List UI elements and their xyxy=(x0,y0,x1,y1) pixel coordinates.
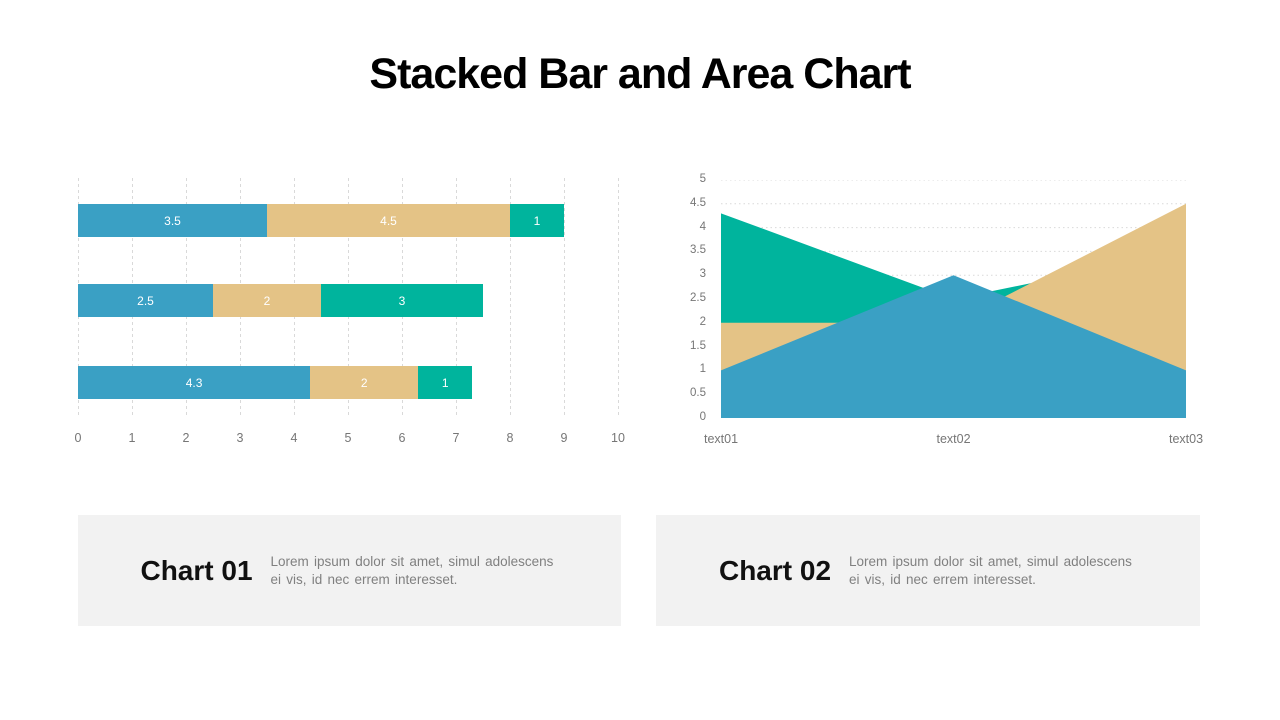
bar-chart-x-tick-label: 6 xyxy=(398,431,406,445)
bar-row: 4.3 2 1 xyxy=(78,366,473,399)
bar-chart-x-tick-label: 2 xyxy=(182,431,190,445)
bar-value-label: 4.3 xyxy=(185,375,203,390)
bar-chart-x-tick-label: 4 xyxy=(290,431,298,445)
bar-chart-x-tick-label: 1 xyxy=(128,431,136,445)
area-chart-y-tick-label: 0.5 xyxy=(690,387,706,400)
bar-segment-tan: 2 xyxy=(213,284,321,317)
area-chart-y-tick-label: 0 xyxy=(699,411,706,423)
bar-chart-x-tick-label: 8 xyxy=(506,431,514,445)
bar-value-label: 2 xyxy=(360,375,368,390)
caption-heading: Chart 01 xyxy=(140,554,253,586)
slide-title: Stacked Bar and Area Chart xyxy=(369,50,911,98)
bar-value-label: 1 xyxy=(533,213,541,228)
area-chart-y-tick-label: 3 xyxy=(699,268,706,281)
bar-segment-green: 1 xyxy=(418,366,473,399)
bar-chart-x-tick-label: 3 xyxy=(236,431,244,445)
bar-row: 2.5 2 3 xyxy=(78,284,483,317)
caption-heading: Chart 02 xyxy=(718,554,832,586)
area-chart-y-tick-label: 1.5 xyxy=(690,339,706,352)
bar-segment-green: 3 xyxy=(321,284,483,317)
area-chart-y-tick-label: 4.5 xyxy=(690,196,706,209)
stacked-bar-chart: 0 1 2 3 4 5 6 7 8 9 10 3.5 4.5 1 2.5 2 3 4.3 2 1 xyxy=(75,178,625,448)
bar-chart-x-tick-label: 10 xyxy=(611,431,625,445)
area-chart-x-category-label: text03 xyxy=(1168,432,1204,446)
bar-segment-blue: 4.3 xyxy=(78,366,311,399)
area-chart-x-category-label: text01 xyxy=(703,432,739,446)
bar-value-label: 3 xyxy=(398,293,406,308)
area-chart-y-tick-label: 2.5 xyxy=(690,292,706,304)
bar-segment-blue: 2.5 xyxy=(78,284,213,317)
caption-box-chart-02: Chart 02 Lorem ipsum dolor sit amet, sim… xyxy=(656,515,1200,626)
bar-value-label: 2 xyxy=(263,293,271,308)
bar-chart-x-tick-label: 7 xyxy=(452,431,460,445)
caption-body: Lorem ipsum dolor sit amet, simul adoles… xyxy=(270,553,554,587)
bar-segment-blue: 3.5 xyxy=(78,204,267,237)
bar-chart-gridline xyxy=(564,178,565,415)
area-chart xyxy=(721,180,1186,418)
bar-segment-tan: 2 xyxy=(310,366,419,399)
area-chart-x-category-label: text02 xyxy=(936,432,971,446)
bar-chart-gridline xyxy=(618,178,619,415)
caption-body: Lorem ipsum dolor sit amet, simul adoles… xyxy=(849,553,1132,587)
area-series-blue xyxy=(721,275,1186,418)
area-chart-y-tick-label: 5 xyxy=(699,173,706,185)
bar-value-label: 2.5 xyxy=(137,293,154,308)
bar-value-label: 3.5 xyxy=(164,213,181,228)
bar-chart-x-tick-label: 9 xyxy=(560,431,568,445)
bar-value-label: 4.5 xyxy=(380,213,397,228)
area-chart-y-tick-label: 1 xyxy=(699,363,706,376)
bar-chart-x-tick-label: 5 xyxy=(344,431,352,445)
bar-chart-gridline xyxy=(510,178,511,415)
bar-segment-tan: 4.5 xyxy=(267,204,510,237)
bar-value-label: 1 xyxy=(441,375,449,390)
bar-chart-x-tick-label: 0 xyxy=(74,431,82,445)
bar-row: 3.5 4.5 1 xyxy=(78,204,564,237)
caption-box-chart-01: Chart 01 Lorem ipsum dolor sit amet, sim… xyxy=(78,515,621,626)
bar-segment-green: 1 xyxy=(510,204,564,237)
area-chart-y-tick-label: 3.5 xyxy=(690,244,706,257)
area-chart-y-tick-label: 4 xyxy=(699,220,706,233)
area-chart-y-tick-label: 2 xyxy=(699,315,706,328)
area-chart-y-axis: 0 0.5 1 1.5 2 2.5 3 3.5 4 4.5 5 xyxy=(664,173,714,423)
